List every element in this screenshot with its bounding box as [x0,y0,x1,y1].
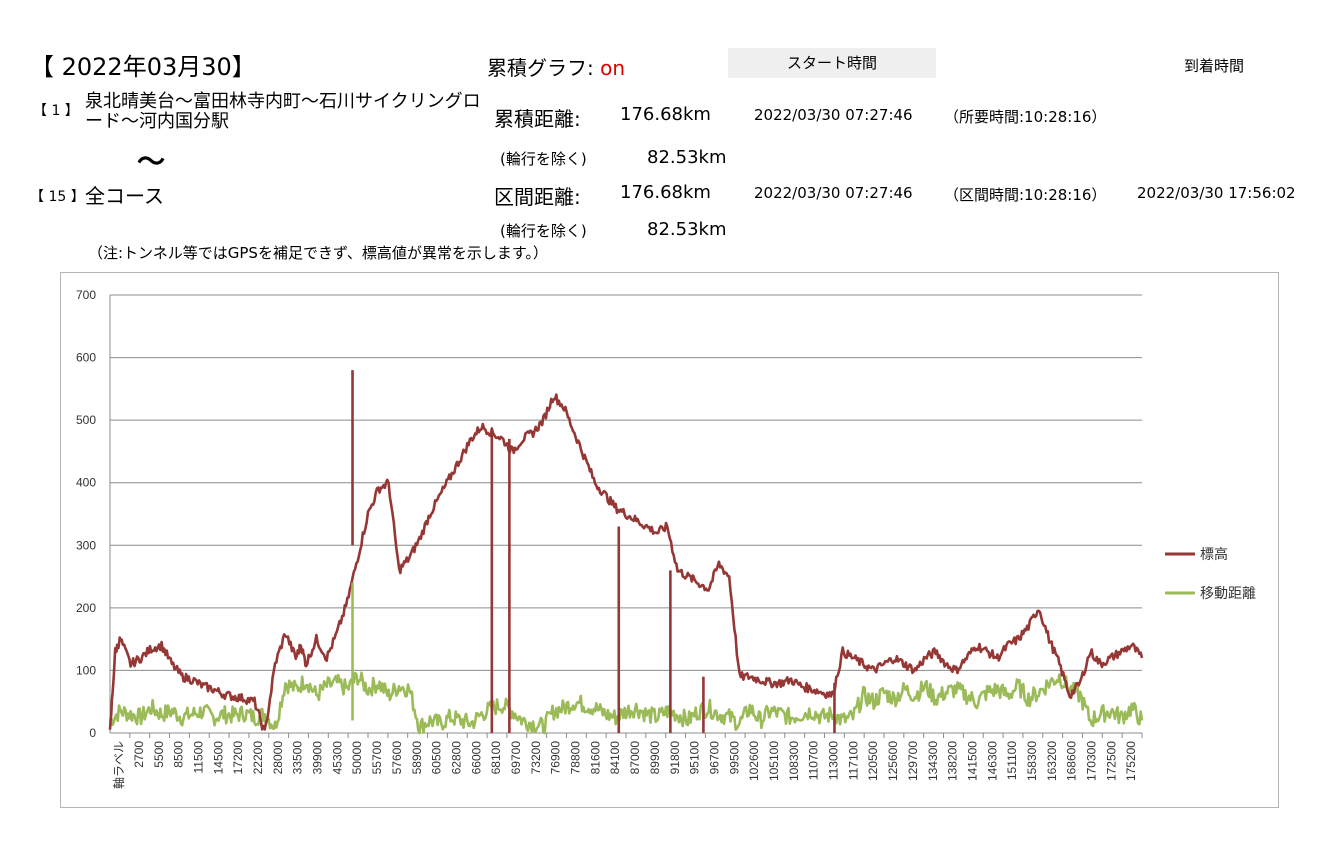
section-start-time: 2022/03/30 07:27:46 [754,184,913,202]
x-tick-label: 91800 [668,741,682,775]
cumulative-distance-value: 176.68km [620,104,711,125]
x-tick-label: 33500 [291,741,305,775]
x-tick-label: 125600 [886,741,900,781]
y-tick-label-100: 100 [76,663,96,677]
x-tick-label: 134300 [926,741,940,781]
cumulative-distance-label: 累積距離: [494,107,581,131]
excluding-carry-label-2: (輪行を除く) [500,222,587,240]
x-tick-label: 11500 [191,741,205,774]
x-tick-label: 87000 [628,741,642,775]
x-tick-label: 129700 [906,741,920,781]
chart-area [60,272,1279,808]
x-tick-label: 17200 [231,741,245,775]
x-tick-label: 141500 [965,741,979,781]
cumulative-graph-label: 累積グラフ: on [487,52,625,81]
x-tick-label: 138200 [946,741,960,781]
excluding-carry-label-1: (輪行を除く) [500,150,587,168]
x-tick-label: 58900 [410,741,424,775]
y-tick-label-200: 200 [76,601,96,615]
start-time-button[interactable]: スタート時間 [728,48,936,78]
section-arrival-time: 2022/03/30 17:56:02 [1137,184,1296,202]
x-tick-label: 50000 [350,741,364,775]
y-tick-label-400: 400 [76,476,96,490]
x-tick-label: 軸ラベル [112,741,126,789]
x-tick-label: 120500 [866,741,880,781]
x-tick-label: 57600 [390,741,404,775]
x-tick-label: 108300 [787,741,801,781]
x-tick-label: 2700 [132,741,146,768]
cumulative-required-time: （所要時間:10:28:16） [944,108,1107,126]
x-tick-label: 175200 [1124,741,1138,781]
x-tick-label: 14500 [211,741,225,775]
section-distance-value: 176.68km [620,182,711,203]
x-tick-label: 62800 [449,741,463,775]
x-tick-label: 68100 [489,741,503,775]
series-line-elevation [108,393,1144,731]
x-tick-label: 146300 [985,741,999,781]
x-tick-label: 95100 [688,741,702,775]
x-tick-label: 73200 [529,741,543,775]
route-last-name: 全コース [85,184,164,208]
section-time: （区間時間:10:28:16） [944,186,1107,204]
cumulative-start-time: 2022/03/30 07:27:46 [754,106,913,124]
x-tick-label: 60500 [430,741,444,775]
x-tick-label: 69700 [509,741,523,775]
x-tick-label: 163200 [1045,741,1059,781]
section-distance-label: 区間距離: [494,185,581,209]
legend-label-moving_distance: 移動距離 [1200,585,1256,602]
x-tick-label: 76900 [549,741,563,775]
x-tick-label: 113000 [827,741,841,780]
route-last-number: 【 15 】 [30,189,85,205]
arrival-time-label: 到着時間 [1184,57,1245,75]
x-tick-label: 81600 [588,741,602,775]
x-tick-label: 110700 [807,741,821,780]
x-tick-label: 172500 [1104,741,1118,781]
x-tick-label: 84100 [608,741,622,775]
x-tick-label: 99500 [727,741,741,775]
x-tick-label: 78800 [569,741,583,775]
x-tick-label: 28000 [271,741,285,775]
y-tick-label-500: 500 [76,413,96,427]
cumulative-graph-toggle[interactable]: on [600,56,626,80]
x-tick-label: 168600 [1065,741,1079,781]
x-tick-label: 55700 [370,741,384,775]
x-tick-label: 8500 [172,741,186,768]
route-tilde: ～ [137,145,166,178]
x-tick-label: 5500 [152,741,166,768]
x-tick-label: 151100 [1005,741,1019,780]
x-tick-label: 22200 [251,741,265,775]
y-tick-label-600: 600 [76,351,96,365]
x-tick-label: 102600 [747,741,761,781]
x-tick-label: 96700 [707,741,721,775]
y-tick-label-0: 0 [89,726,96,740]
x-tick-label: 89900 [648,741,662,775]
series-line-moving_distance [108,671,1144,735]
excluding-carry-value-1: 82.53km [647,147,727,168]
y-tick-label-700: 700 [76,288,96,302]
x-tick-label: 39900 [311,741,325,775]
x-tick-label: 158300 [1025,741,1039,781]
x-tick-label: 170300 [1085,741,1099,781]
x-tick-label: 66000 [469,741,483,775]
x-tick-label: 117100 [846,741,860,780]
route-first-name: 泉北晴美台～富田林寺内町～石川サイクリングロード～河内国分駅 [85,91,481,132]
note-text: （注:トンネル等ではGPSを補足できず、標高値が異常を示します。） [88,244,548,262]
legend-label-elevation: 標高 [1200,546,1228,563]
x-tick-label: 45300 [330,741,344,775]
x-tick-label: 105100 [767,741,781,781]
route-first-number: 【 1 】 [33,103,79,119]
excluding-carry-value-2: 82.53km [647,219,727,240]
y-tick-label-300: 300 [76,538,96,552]
date-title: 【 2022年03月30】 [30,53,256,81]
cumulative-graph-label-text: 累積グラフ: [487,56,594,80]
